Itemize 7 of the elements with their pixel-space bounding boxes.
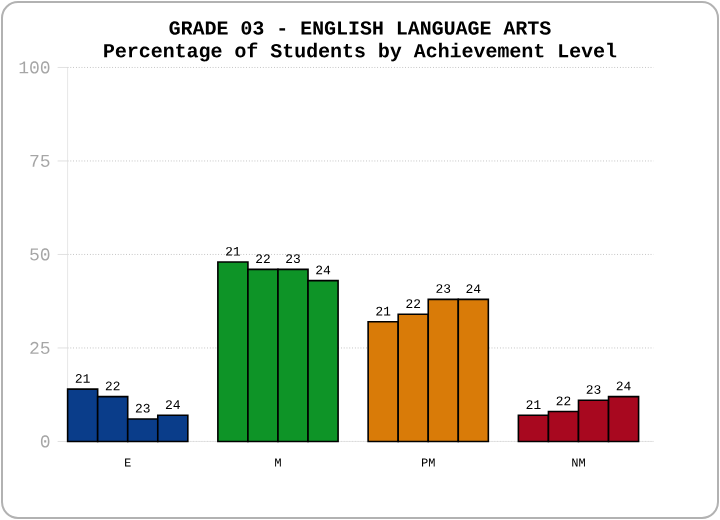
y-tick-label: 100 xyxy=(19,61,50,74)
chart-subtitle: Percentage of Students by Achievement Level xyxy=(104,42,617,62)
y-tick-label: 0 xyxy=(40,435,50,448)
y-tick-label: 50 xyxy=(30,248,50,261)
y-tick-label: 25 xyxy=(30,341,50,355)
y-tick-label: 75 xyxy=(30,154,50,167)
chart-title: GRADE 03 - ENGLISH LANGUAGE ARTS xyxy=(169,21,551,35)
